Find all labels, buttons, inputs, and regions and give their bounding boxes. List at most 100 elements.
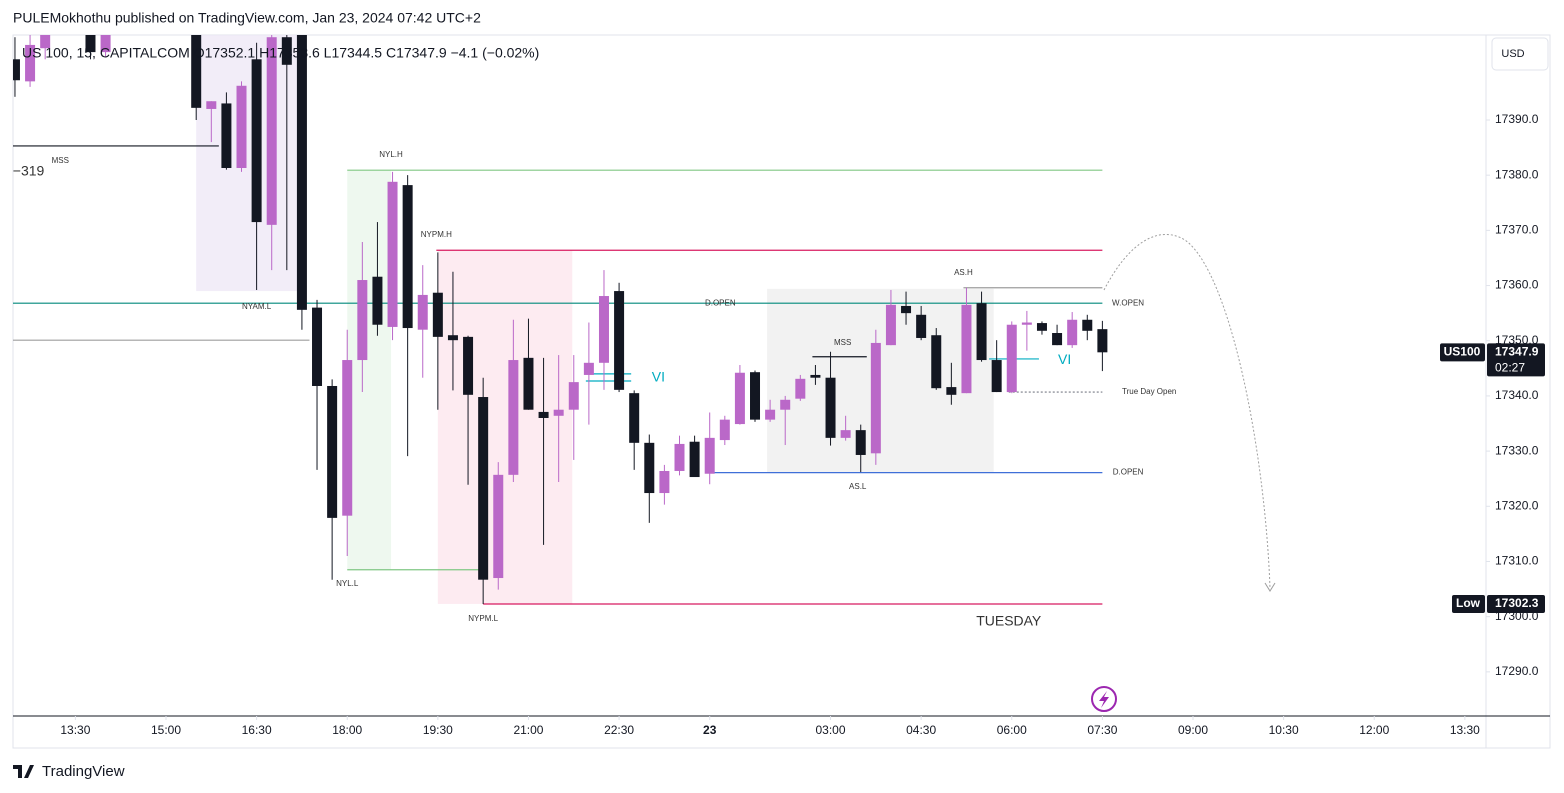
- y-tick-label: 17370.0: [1495, 223, 1539, 237]
- candle-body: [40, 35, 51, 49]
- last-price-value: 17347.9: [1495, 344, 1539, 358]
- candle-body: [931, 335, 942, 389]
- x-tick-label: 07:30: [1087, 723, 1117, 737]
- candle-body: [1082, 319, 1093, 331]
- candle-body: [674, 443, 685, 471]
- candle-body: [206, 101, 217, 109]
- annotation: D.OPEN: [705, 298, 736, 307]
- y-tick-label: 17390.0: [1495, 112, 1539, 126]
- candle-body: [508, 360, 519, 475]
- candle-body: [568, 382, 579, 410]
- candle-body: [598, 296, 609, 363]
- candle-body: [1097, 329, 1108, 353]
- bar-countdown: 02:27: [1495, 360, 1525, 374]
- candle-body: [825, 377, 836, 438]
- candle-body: [432, 292, 443, 337]
- x-tick-label: 04:30: [906, 723, 936, 737]
- candle-body: [447, 335, 458, 341]
- low-price-tag: [1487, 594, 1545, 613]
- annotation: AS.H: [954, 268, 973, 277]
- annotation: W.OPEN: [1112, 298, 1144, 307]
- currency-button[interactable]: [1491, 37, 1549, 71]
- candle-body: [357, 280, 368, 361]
- candle-body: [614, 291, 625, 390]
- y-tick-label: 17320.0: [1495, 498, 1539, 512]
- brand-logo: [13, 765, 34, 778]
- candle-body: [553, 409, 564, 416]
- candle-body: [100, 35, 111, 53]
- candle-body: [946, 387, 957, 395]
- candle-body: [327, 385, 338, 518]
- annotation: NYPM.H: [421, 230, 452, 239]
- candle-body: [750, 372, 761, 420]
- candle-body: [478, 397, 489, 580]
- symbol-legend: US 100, 15, CAPITALCOM O17352.1 H17353.6…: [22, 45, 539, 61]
- annotation: −319: [13, 163, 45, 179]
- projection-path: [1103, 234, 1271, 589]
- candle-body: [1006, 324, 1017, 393]
- candle-body: [870, 342, 881, 454]
- candle-body: [991, 360, 1002, 393]
- annotation: VI: [652, 368, 665, 384]
- annotation: NYL.H: [379, 150, 403, 159]
- y-tick-label: 17380.0: [1495, 167, 1539, 181]
- plot-area: MSS −319 NYL.H NYPM.H NYAM.L D.OPEN W.OPEN AS.H…: [13, 35, 1176, 628]
- candle-body: [916, 314, 927, 338]
- low-label-tag: [1452, 594, 1485, 613]
- candle-body: [689, 441, 700, 478]
- candle-body: [810, 374, 821, 378]
- publisher-header: PULEMokhothu published on TradingView.co…: [13, 10, 481, 26]
- candle-body: [463, 336, 474, 395]
- candle-body: [13, 59, 20, 81]
- candle-body: [901, 305, 912, 314]
- candle-body: [644, 442, 655, 494]
- candle-body: [523, 357, 534, 410]
- candle-body: [840, 430, 851, 438]
- candle-body: [236, 85, 247, 168]
- annotation: VI: [1058, 351, 1071, 367]
- candle-body: [961, 304, 972, 394]
- x-tick-label: 18:00: [332, 723, 362, 737]
- alert-bolt: [1099, 691, 1109, 708]
- candle-body: [417, 294, 428, 330]
- annotation: NYAM.L: [242, 302, 272, 311]
- x-tick-label: 21:00: [513, 723, 543, 737]
- candle-body: [885, 304, 896, 346]
- x-tick-label: 15:00: [151, 723, 181, 737]
- candle-body: [266, 37, 277, 225]
- y-tick-label: 17330.0: [1495, 443, 1539, 457]
- annotation: NYPM.L: [468, 614, 498, 623]
- x-tick-label: 13:30: [60, 723, 90, 737]
- x-tick-label: 19:30: [423, 723, 453, 737]
- candle-body: [976, 303, 987, 361]
- currency-label: USD: [1501, 48, 1524, 60]
- candle-body: [659, 470, 670, 494]
- candle-body: [387, 181, 398, 327]
- candle-body: [538, 411, 549, 418]
- alert-icon[interactable]: [1091, 686, 1117, 712]
- x-tick-label: 12:00: [1359, 723, 1389, 737]
- x-tick-label: 22:30: [604, 723, 634, 737]
- annotation: MSS: [834, 338, 851, 347]
- chart-frame: [12, 34, 1551, 749]
- last-price-symbol: US100: [1444, 344, 1481, 358]
- session-zone: [196, 35, 299, 292]
- y-tick-label: 17340.0: [1495, 388, 1539, 402]
- candle-body: [583, 362, 594, 375]
- brand-name: TradingView: [42, 763, 125, 780]
- annotation: NYL.L: [336, 579, 359, 588]
- x-tick-label: 10:30: [1269, 723, 1299, 737]
- session-zone: [437, 250, 573, 604]
- candle-body: [296, 35, 307, 310]
- candle-body: [372, 276, 383, 325]
- candle-body: [1021, 322, 1032, 325]
- candle-body: [342, 360, 353, 516]
- projection-arrowhead: [1264, 582, 1276, 592]
- y-tick-label: 17290.0: [1495, 664, 1539, 678]
- candle-body: [734, 372, 745, 425]
- candle-body: [251, 59, 262, 223]
- candle-body: [221, 103, 232, 168]
- candle-body: [1067, 319, 1078, 346]
- candle-body: [25, 44, 36, 82]
